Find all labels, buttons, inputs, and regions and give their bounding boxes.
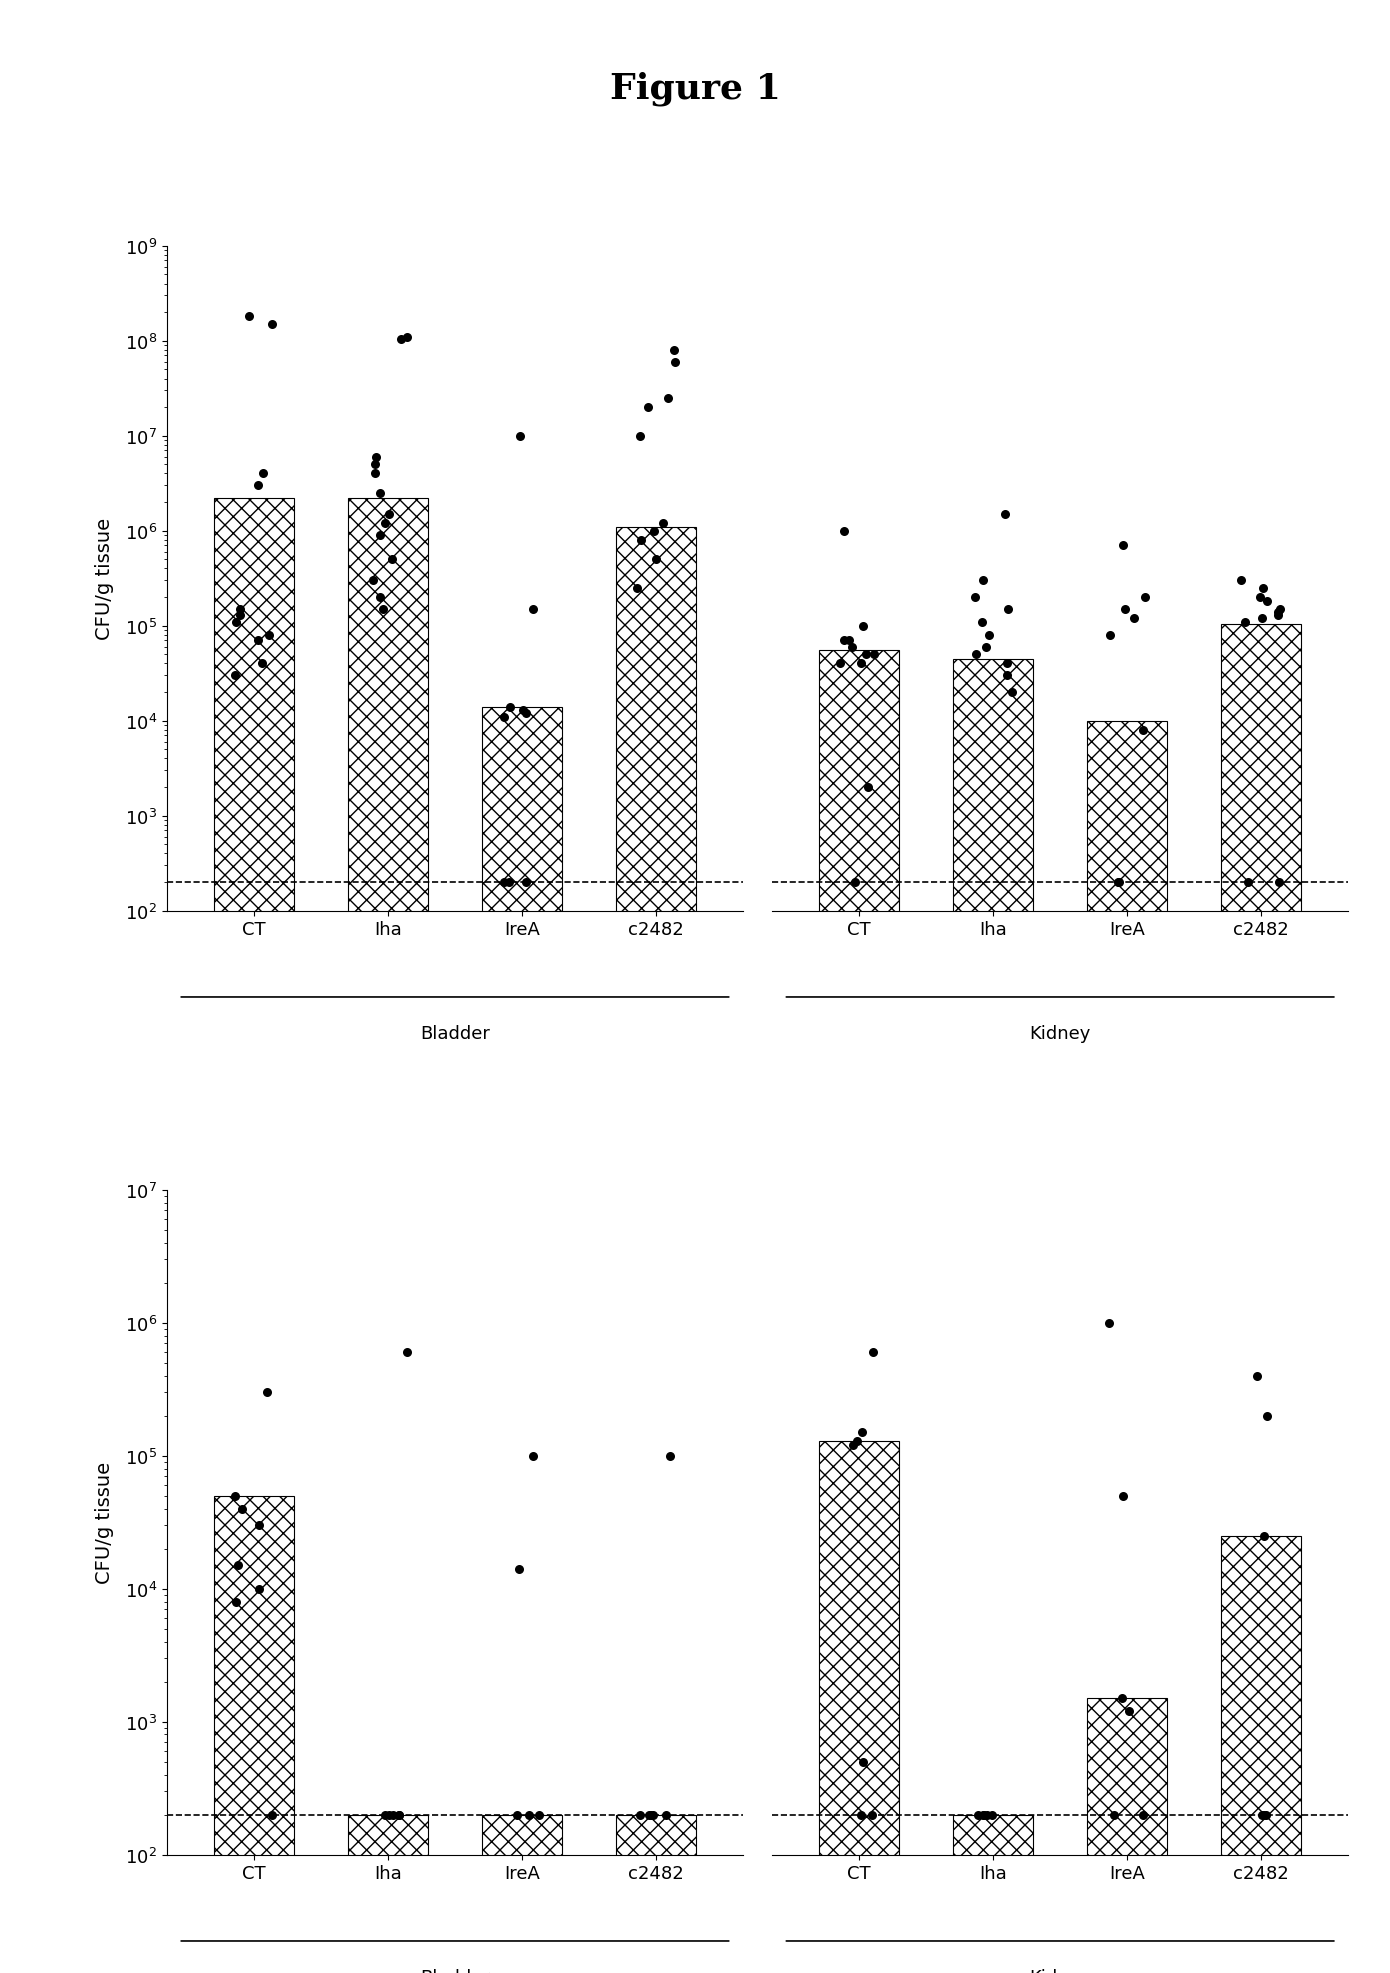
Bar (348, 499, 428, 1973)
Bar (1087, 722, 1168, 1973)
Bar (348, 1815, 428, 1973)
Text: Figure 1: Figure 1 (610, 71, 780, 107)
Bar (819, 651, 899, 1973)
Bar (616, 527, 696, 1973)
Bar (482, 708, 562, 1973)
Bar (1220, 1535, 1301, 1973)
Bar (1220, 623, 1301, 1973)
Y-axis label: CFU/g tissue: CFU/g tissue (95, 1462, 114, 1584)
Bar (954, 1815, 1033, 1973)
Bar (819, 1440, 899, 1973)
Text: Bladder: Bladder (420, 1024, 489, 1042)
Bar (482, 1815, 562, 1973)
Bar (616, 1815, 696, 1973)
Text: Kidney: Kidney (1030, 1024, 1091, 1042)
Y-axis label: CFU/g tissue: CFU/g tissue (95, 517, 114, 639)
Bar (214, 499, 295, 1973)
Bar (1087, 1699, 1168, 1973)
Bar (954, 659, 1033, 1973)
Text: Kidney: Kidney (1030, 1967, 1091, 1973)
Text: Bladder: Bladder (420, 1967, 489, 1973)
Bar (214, 1496, 295, 1973)
